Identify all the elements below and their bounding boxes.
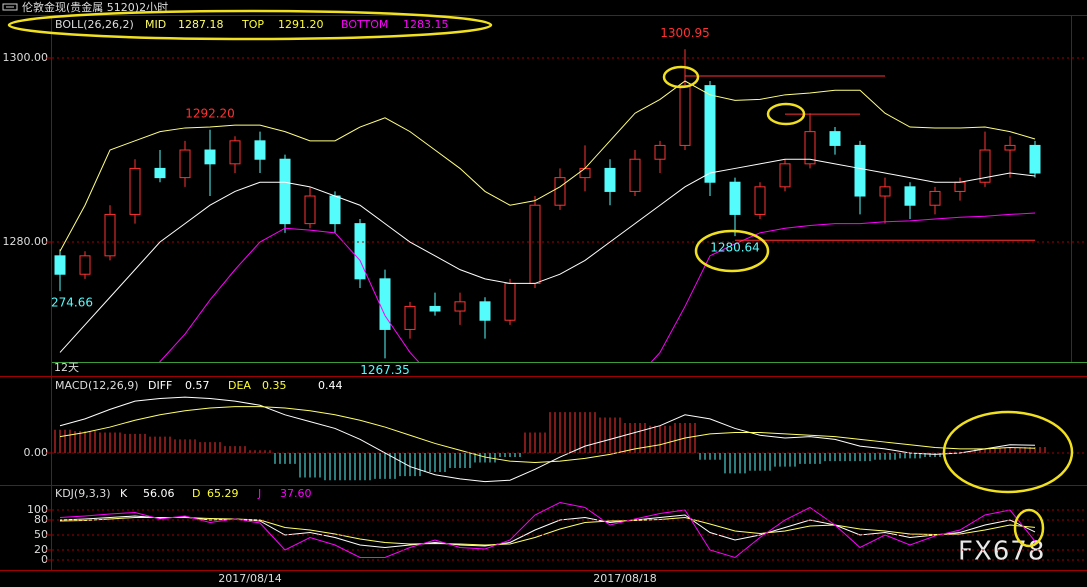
candle-body <box>329 195 341 225</box>
price-annotation: 1300.95 <box>660 26 710 40</box>
y-tick-label: 1300.00 <box>3 51 49 64</box>
price-annotation: 1292.20 <box>185 106 235 120</box>
candle-body <box>954 181 966 192</box>
y-tick-label: 0.00 <box>24 446 49 459</box>
candle-body <box>154 167 166 179</box>
indicator-line <box>59 406 1036 464</box>
indicator-line <box>158 212 1036 362</box>
legend-name: MID <box>145 18 166 31</box>
candle-body <box>654 144 666 160</box>
window-icon <box>2 3 18 11</box>
y-tick-label: 80 <box>34 513 48 526</box>
candle-body <box>1004 144 1016 151</box>
price-annotation: 1280.64 <box>710 241 760 255</box>
y-tick-label: 100 <box>27 503 48 516</box>
candle-body <box>204 149 216 165</box>
candle-body <box>804 131 816 165</box>
candle-body <box>54 255 66 275</box>
legend-value: 65.29 <box>207 487 239 500</box>
candle-body <box>79 255 91 275</box>
legend-name: K <box>120 487 128 500</box>
indicator-name: MACD(12,26,9) <box>55 379 139 392</box>
indicator-line <box>59 396 1036 483</box>
frame <box>0 15 1087 571</box>
legend-value: 37.60 <box>280 487 312 500</box>
x-tick-label: 2017/08/14 <box>218 572 281 585</box>
candle-body <box>879 186 891 197</box>
candle-body <box>979 149 991 183</box>
candle-body <box>429 305 441 312</box>
plot-area <box>54 396 1046 483</box>
price-annotation: 274.66 <box>51 296 93 310</box>
candle-body <box>404 305 416 330</box>
candle-body <box>529 204 541 284</box>
candle-body <box>604 167 616 192</box>
indicator-line <box>59 516 1036 546</box>
legend-name: TOP <box>241 18 264 31</box>
legend-value: 1287.18 <box>178 18 224 31</box>
legend-name: J <box>257 487 261 500</box>
legend-value: 0.44 <box>318 379 343 392</box>
legend-name: BOTTOM <box>341 18 388 31</box>
indicator-name: KDJ(9,3,3) <box>55 487 111 500</box>
candle-body <box>704 85 716 183</box>
candle-body <box>579 167 591 179</box>
candle-body <box>479 301 491 321</box>
candle-body <box>779 163 791 188</box>
candle-body <box>754 186 766 215</box>
price-annotation: 1267.35 <box>360 363 410 377</box>
candle-body <box>254 140 266 160</box>
legend-value: 0.35 <box>262 379 287 392</box>
y-tick-label: 50 <box>34 528 48 541</box>
candle-body <box>179 149 191 179</box>
indicator-line <box>59 501 1036 559</box>
candle-body <box>304 195 316 225</box>
candle-body <box>229 140 241 165</box>
candle-body <box>504 282 516 321</box>
candle-body <box>104 213 116 257</box>
candle-body <box>354 223 366 280</box>
legend-value: 0.57 <box>185 379 210 392</box>
candle-body <box>379 278 391 330</box>
candle-body <box>929 190 941 206</box>
y-tick-label: 1280.00 <box>3 235 49 248</box>
candle-body <box>454 301 466 312</box>
period-label: 12天 <box>54 361 79 374</box>
candle-body <box>679 85 691 146</box>
indicator-line <box>59 80 1036 252</box>
candle-body <box>729 181 741 215</box>
candle-body <box>129 167 141 215</box>
x-tick-label: 2017/08/18 <box>593 572 656 585</box>
legend-value: 1291.20 <box>278 18 324 31</box>
candle-body <box>279 158 291 225</box>
candle-body <box>554 177 566 206</box>
candle-body <box>1029 144 1041 174</box>
plot-area <box>54 49 1041 362</box>
legend-name: DEA <box>228 379 251 392</box>
candle-body <box>629 158 641 192</box>
y-tick-label: 20 <box>34 543 48 556</box>
chart-title: 伦敦金现(贵金属 5120)2小时 <box>22 0 168 14</box>
legend-name: DIFF <box>148 379 172 392</box>
candle-body <box>904 186 916 206</box>
highlight-circles <box>7 9 1074 548</box>
y-tick-label: 0 <box>41 553 48 566</box>
candle-body <box>829 131 841 146</box>
legend-value: 56.06 <box>143 487 175 500</box>
legend-name: D <box>192 487 200 500</box>
watermark: FX678 <box>958 537 1045 567</box>
indicator-line <box>59 158 1036 353</box>
candle-body <box>854 144 866 197</box>
legend-value: 1283.15 <box>403 18 449 31</box>
indicator-name: BOLL(26,26,2) <box>55 18 134 31</box>
